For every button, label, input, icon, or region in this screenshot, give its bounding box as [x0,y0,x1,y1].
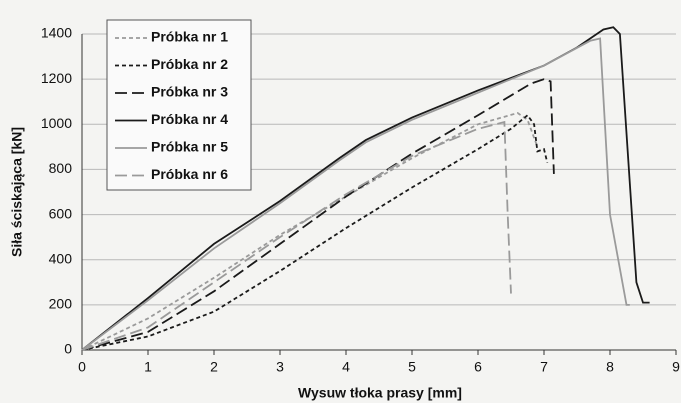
x-tick-label: 9 [672,359,680,375]
y-tick-label: 600 [49,205,73,221]
line-series [81,120,512,351]
y-axis-title: Siła ściskająca [kN] [9,127,25,257]
line-series [81,78,555,351]
x-tick-label: 6 [474,359,482,375]
x-tick-label: 3 [276,359,284,375]
line-series [81,112,539,351]
legend-label: Próbka nr 6 [151,166,228,182]
x-tick-label: 7 [540,359,548,375]
x-tick-label: 8 [606,359,614,375]
y-tick-label: 800 [49,160,73,176]
x-tick-label: 1 [144,359,152,375]
x-tick-label: 0 [78,359,86,375]
y-tick-label: 200 [49,296,73,312]
line-series [81,113,549,351]
y-tick-label: 400 [49,250,73,266]
line-series [81,26,650,351]
legend-label: Próbka nr 3 [151,84,228,100]
x-tick-label: 2 [210,359,218,375]
y-tick-label: 0 [64,341,72,357]
y-tick-label: 1000 [41,115,72,131]
legend-label: Próbka nr 1 [151,29,228,45]
line-series [81,37,630,351]
x-axis-title: Wysuw tłoka prasy [mm] [298,385,462,401]
y-tick-label: 1200 [41,70,72,86]
x-tick-label: 4 [342,359,350,375]
legend-label: Próbka nr 2 [151,56,228,72]
x-tick-label: 5 [408,359,416,375]
legend-label: Próbka nr 5 [151,139,228,155]
y-tick-label: 1400 [41,25,72,41]
legend-label: Próbka nr 4 [151,111,228,127]
legend-box [106,19,252,191]
